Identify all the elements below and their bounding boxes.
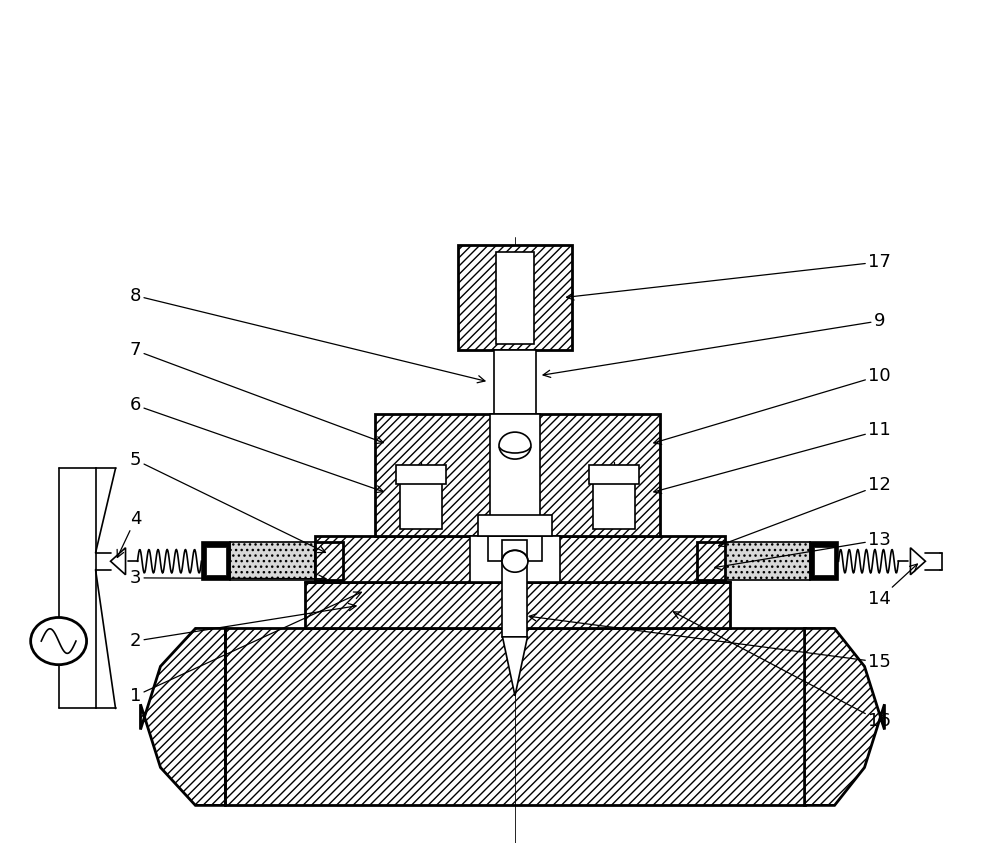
Bar	[458, 245, 572, 350]
Bar	[814, 548, 834, 575]
Polygon shape	[502, 637, 527, 695]
Circle shape	[499, 432, 531, 459]
Text: 16: 16	[673, 612, 891, 730]
Text: 7: 7	[130, 341, 383, 444]
Circle shape	[502, 550, 528, 572]
Text: 5: 5	[130, 451, 325, 553]
Text: 6: 6	[130, 396, 383, 493]
Bar	[400, 468, 442, 529]
Text: 9: 9	[543, 312, 885, 377]
Text: 3: 3	[130, 569, 326, 587]
Bar	[494, 350, 536, 414]
Text: 4: 4	[117, 510, 141, 558]
Bar	[315, 543, 343, 580]
Text: 12: 12	[719, 476, 891, 547]
Bar	[810, 543, 838, 580]
Bar	[206, 548, 226, 575]
Bar	[478, 515, 552, 536]
Text: 13: 13	[715, 531, 891, 570]
Bar	[697, 543, 725, 580]
Bar	[315, 536, 725, 582]
Text: 1: 1	[130, 592, 361, 705]
Bar	[488, 536, 542, 561]
Text: 11: 11	[654, 421, 891, 494]
Polygon shape	[111, 548, 126, 575]
Bar	[593, 468, 635, 529]
Bar	[470, 536, 560, 582]
Bar	[589, 465, 639, 484]
Bar	[396, 465, 446, 484]
Bar	[502, 540, 527, 637]
Bar	[202, 543, 230, 580]
Text: 15: 15	[529, 614, 891, 671]
Polygon shape	[805, 629, 884, 805]
Bar	[305, 582, 730, 629]
Polygon shape	[910, 548, 925, 575]
Bar	[490, 414, 540, 536]
Bar	[230, 543, 315, 580]
Circle shape	[31, 618, 87, 665]
Text: 8: 8	[130, 287, 485, 383]
Bar	[375, 414, 660, 536]
Text: 10: 10	[654, 366, 891, 444]
Polygon shape	[141, 629, 225, 805]
Text: 2: 2	[130, 603, 356, 650]
Text: 17: 17	[567, 253, 891, 300]
Bar	[725, 543, 810, 580]
Bar	[225, 629, 805, 805]
Text: 14: 14	[868, 564, 917, 608]
Bar	[496, 252, 534, 344]
